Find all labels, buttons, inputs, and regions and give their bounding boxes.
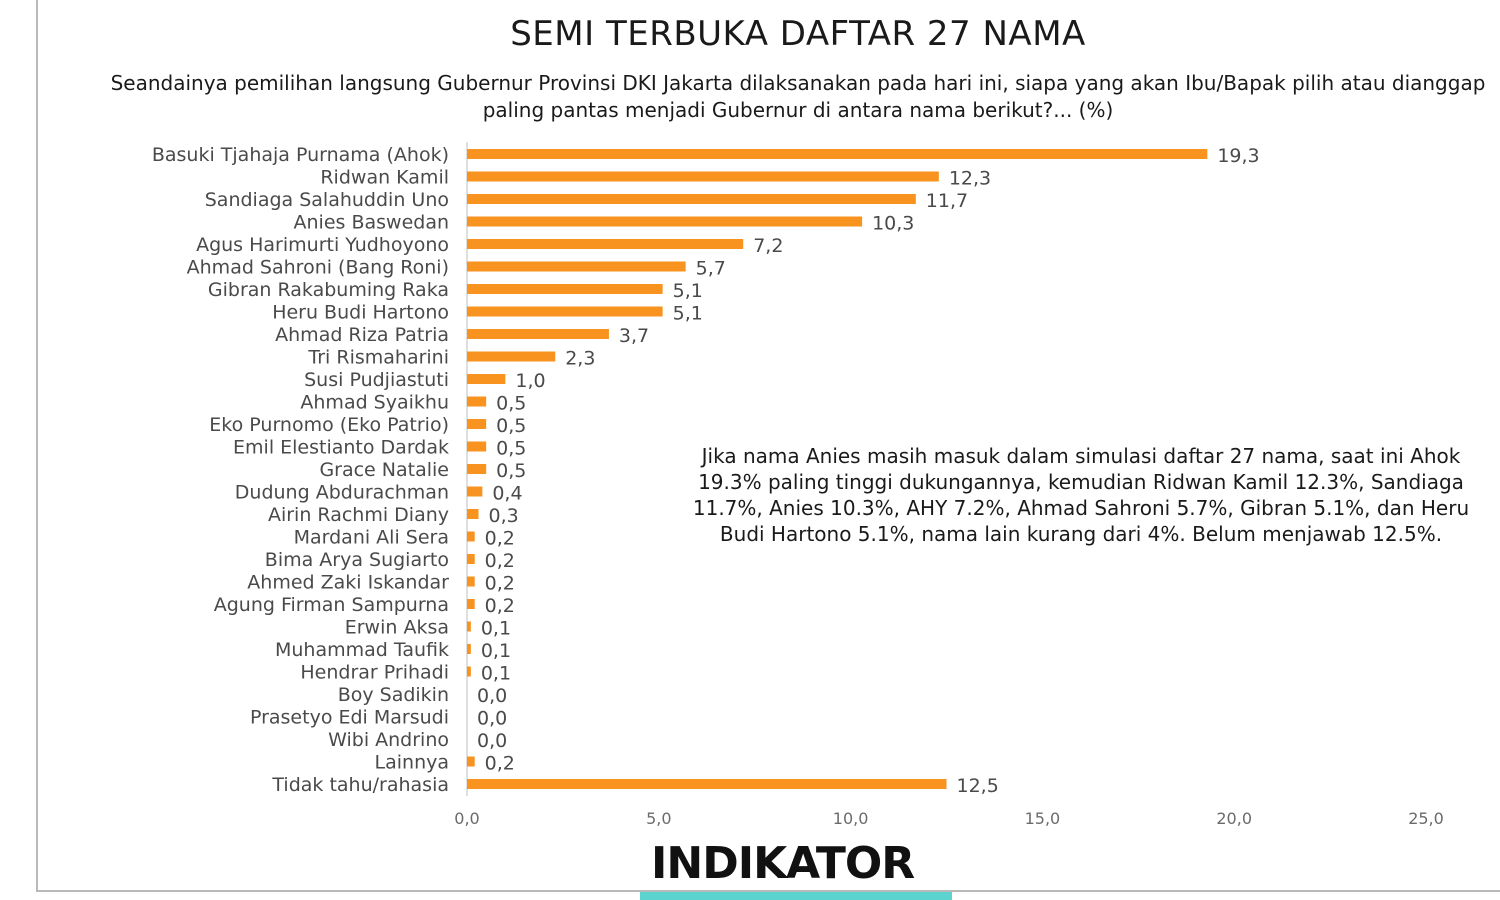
category-label: Tri Rismaharini — [307, 347, 449, 369]
value-label: 0,2 — [485, 550, 515, 572]
bar — [467, 756, 475, 767]
bar — [467, 374, 506, 384]
bar — [467, 261, 686, 272]
value-label: 5,1 — [673, 280, 703, 302]
value-label: 0,2 — [485, 573, 515, 595]
bar — [467, 666, 471, 677]
bar — [467, 644, 471, 654]
value-label: 0,1 — [481, 663, 511, 685]
category-label: Hendrar Prihadi — [300, 662, 449, 684]
bar — [467, 216, 863, 227]
category-label: Bima Arya Sugiarto — [265, 549, 449, 571]
bar — [467, 396, 487, 407]
category-label: Airin Rachmi Diany — [268, 504, 449, 526]
category-label: Dudung Abdurachman — [235, 482, 449, 504]
value-label: 0,5 — [496, 393, 526, 415]
value-label: 11,7 — [926, 190, 968, 212]
category-label: Agus Harimurti Yudhoyono — [196, 234, 449, 256]
value-label: 1,0 — [515, 370, 545, 392]
x-tick-label: 10,0 — [833, 809, 869, 828]
indikator-logo: INDIKATOR — [651, 838, 941, 890]
value-label: 0,2 — [485, 528, 515, 550]
value-label: 0,1 — [481, 618, 511, 640]
value-label: 3,7 — [619, 325, 649, 347]
category-label: Gibran Rakabuming Raka — [208, 279, 449, 301]
category-label: Boy Sadikin — [338, 684, 449, 706]
logo-accent-bar — [640, 892, 952, 900]
bar — [467, 486, 483, 497]
x-tick-label: 15,0 — [1025, 809, 1061, 828]
x-tick-label: 25,0 — [1408, 809, 1444, 828]
bar — [467, 441, 487, 452]
value-label: 0,5 — [496, 438, 526, 460]
value-label: 0,2 — [485, 753, 515, 775]
bar — [467, 464, 487, 474]
value-label: 0,2 — [485, 595, 515, 617]
value-label: 5,7 — [696, 258, 726, 280]
bar — [467, 531, 475, 542]
category-label: Erwin Aksa — [345, 617, 449, 639]
logo-text: INDIKATOR — [651, 838, 915, 889]
bar — [467, 599, 475, 609]
category-label: Sandiaga Salahuddin Uno — [205, 189, 449, 211]
category-label: Ahmad Riza Patria — [275, 324, 449, 346]
x-tick-label: 5,0 — [646, 809, 671, 828]
bar — [467, 509, 479, 519]
category-label: Lainnya — [375, 752, 449, 774]
value-label: 12,5 — [957, 775, 999, 797]
annotation-note: Jika nama Anies masih masuk dalam simula… — [692, 444, 1470, 546]
frame-bottom-border — [36, 890, 1500, 892]
category-label: Basuki Tjahaja Purnama (Ahok) — [152, 144, 449, 166]
category-label: Ahmed Zaki Iskandar — [247, 572, 449, 594]
category-label: Wibi Andrino — [328, 729, 449, 751]
category-label: Anies Baswedan — [294, 212, 450, 234]
value-label: 0,5 — [496, 415, 526, 437]
value-label: 0,1 — [481, 640, 511, 662]
bar — [467, 284, 663, 294]
bar — [467, 149, 1208, 159]
category-label: Eko Purnomo (Eko Patrio) — [209, 414, 449, 436]
bar — [467, 329, 609, 339]
bar — [467, 171, 939, 182]
bar — [467, 621, 471, 632]
category-label: Tidak tahu/rahasia — [271, 774, 449, 796]
category-label: Agung Firman Sampurna — [214, 594, 449, 616]
x-tick-label: 20,0 — [1216, 809, 1252, 828]
bar — [467, 194, 916, 204]
value-label: 19,3 — [1217, 145, 1259, 167]
bar — [467, 779, 947, 789]
chart-subtitle: Seandainya pemilihan langsung Gubernur P… — [110, 71, 1486, 122]
value-label: 0,4 — [492, 483, 522, 505]
bar — [467, 306, 663, 317]
value-label: 7,2 — [753, 235, 783, 257]
category-label: Susi Pudjiastuti — [304, 369, 449, 391]
chart-title: SEMI TERBUKA DAFTAR 27 NAMA — [510, 14, 1086, 54]
x-tick-label: 0,0 — [454, 809, 479, 828]
category-label: Mardani Ali Sera — [294, 527, 449, 549]
value-label: 0,0 — [477, 685, 507, 707]
value-label: 0,3 — [489, 505, 519, 527]
value-label: 0,5 — [496, 460, 526, 482]
bar — [467, 351, 556, 362]
value-label: 0,0 — [477, 730, 507, 752]
category-label: Grace Natalie — [319, 459, 449, 481]
frame-left-border — [36, 0, 38, 892]
category-label: Muhammad Taufik — [275, 639, 449, 661]
bar — [467, 576, 475, 587]
category-label: Ridwan Kamil — [320, 167, 449, 189]
bar — [467, 239, 744, 249]
category-label: Ahmad Syaikhu — [300, 392, 449, 414]
category-label: Emil Elestianto Dardak — [233, 437, 449, 459]
bar — [467, 419, 487, 429]
value-label: 2,3 — [565, 348, 595, 370]
value-label: 5,1 — [673, 303, 703, 325]
category-label: Ahmad Sahroni (Bang Roni) — [187, 257, 449, 279]
category-label: Heru Budi Hartono — [272, 302, 449, 324]
bar — [467, 554, 475, 564]
value-label: 0,0 — [477, 708, 507, 730]
category-label: Prasetyo Edi Marsudi — [250, 707, 449, 729]
value-label: 12,3 — [949, 168, 991, 190]
value-label: 10,3 — [872, 213, 914, 235]
